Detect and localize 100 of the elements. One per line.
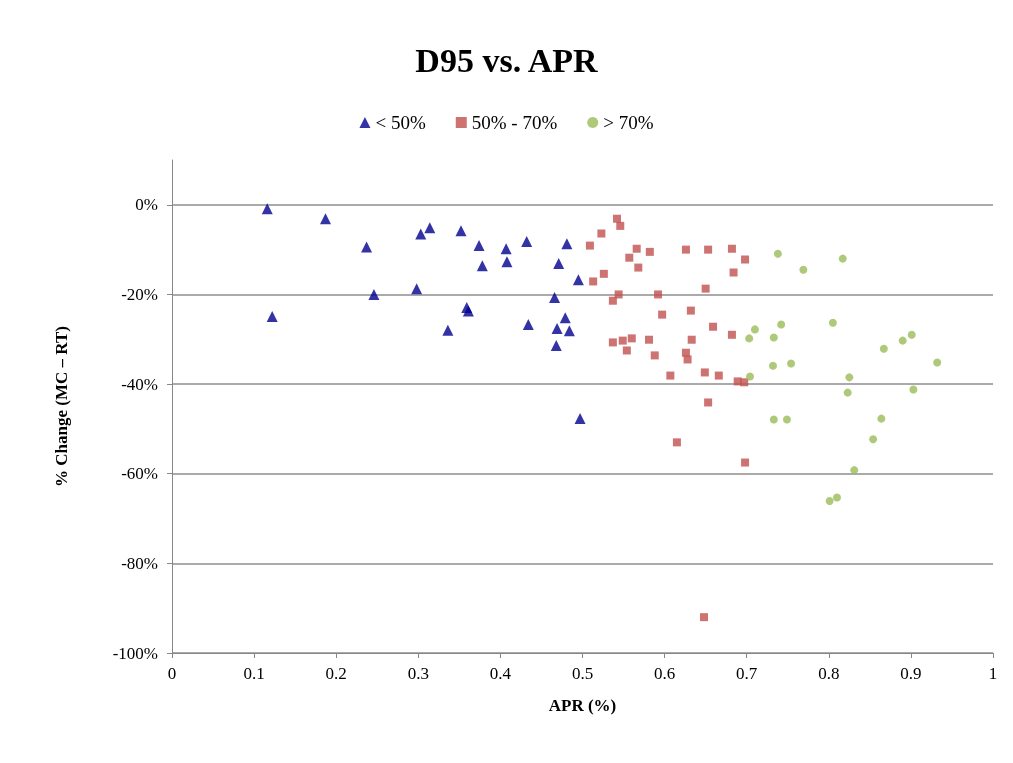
point [500,243,512,255]
point [625,253,634,262]
x-tick-label: 0.3 [407,664,429,683]
point [701,284,710,293]
point [845,373,854,382]
point [553,258,565,270]
point [549,292,561,304]
point [559,312,571,324]
point [745,372,754,381]
point [769,415,778,424]
y-tick-label: -60% [121,464,158,484]
point [574,413,586,425]
point [768,361,777,370]
point [869,435,878,444]
point [634,263,643,272]
point [266,310,278,322]
point [650,351,659,360]
point [597,229,606,238]
point [361,241,373,253]
point [686,306,695,315]
y-tick-label: -20% [121,284,158,304]
point [843,388,852,397]
point [632,244,641,253]
point [585,241,594,250]
point [850,466,859,475]
point [654,290,663,299]
point [476,260,488,272]
y-axis-title: % Change (MC – RT) [52,326,71,487]
point [727,330,736,339]
point [782,415,791,424]
chart-title: D95 vs. APR [415,41,599,79]
point [787,359,796,368]
point [933,358,942,367]
y-tick-label: 0% [135,195,158,215]
point [550,340,562,352]
point [799,265,808,274]
x-tick-label: 0.5 [571,664,594,683]
point [589,277,598,286]
point [666,371,675,380]
point [773,249,782,258]
point [838,254,847,263]
point [769,333,778,342]
point [411,283,423,295]
point [672,438,681,447]
point [368,288,380,300]
point [462,305,474,317]
point [879,344,888,353]
point [687,335,696,344]
point [561,238,573,250]
point [627,334,636,343]
point [522,318,534,330]
point [683,355,692,364]
point [681,245,690,254]
point [501,256,513,268]
y-tick-label: -80% [121,553,158,573]
point [415,228,427,240]
point [750,325,759,334]
x-tick-label: 0.1 [243,664,265,683]
point [261,203,273,215]
point [727,244,736,253]
x-tick-label: 0.4 [489,664,512,683]
point [741,255,750,264]
point [614,290,623,299]
x-tick-label: 0.6 [653,664,676,683]
point [320,213,332,225]
point [645,247,654,256]
x-tick-label: 0 [167,664,177,683]
x-tick-label: 0.2 [325,664,347,683]
x-tick-label: 0.8 [818,664,840,683]
point [551,323,563,335]
legend-label: 50% - 70% [471,112,558,133]
point [704,245,713,254]
point [741,458,750,467]
point [473,240,485,252]
point [877,414,886,423]
point [442,324,454,336]
point [777,320,786,329]
point [709,322,718,331]
point [455,225,467,237]
legend-label: < 50% [375,112,426,133]
point [608,338,617,347]
point [729,268,738,277]
point [608,296,617,305]
x-tick-label: 0.9 [900,664,922,683]
point [658,310,667,319]
point [907,330,916,339]
point [563,325,575,337]
x-tick-label: 0.7 [736,664,758,683]
point [700,613,709,622]
point [825,497,834,506]
point [521,236,533,248]
point [612,214,621,223]
point [622,346,631,355]
point [599,269,608,278]
point [572,274,584,286]
point [704,398,713,407]
point [616,221,625,230]
y-tick-label: -100% [112,643,158,663]
point [645,335,653,344]
x-tick-label: 1 [988,664,998,683]
